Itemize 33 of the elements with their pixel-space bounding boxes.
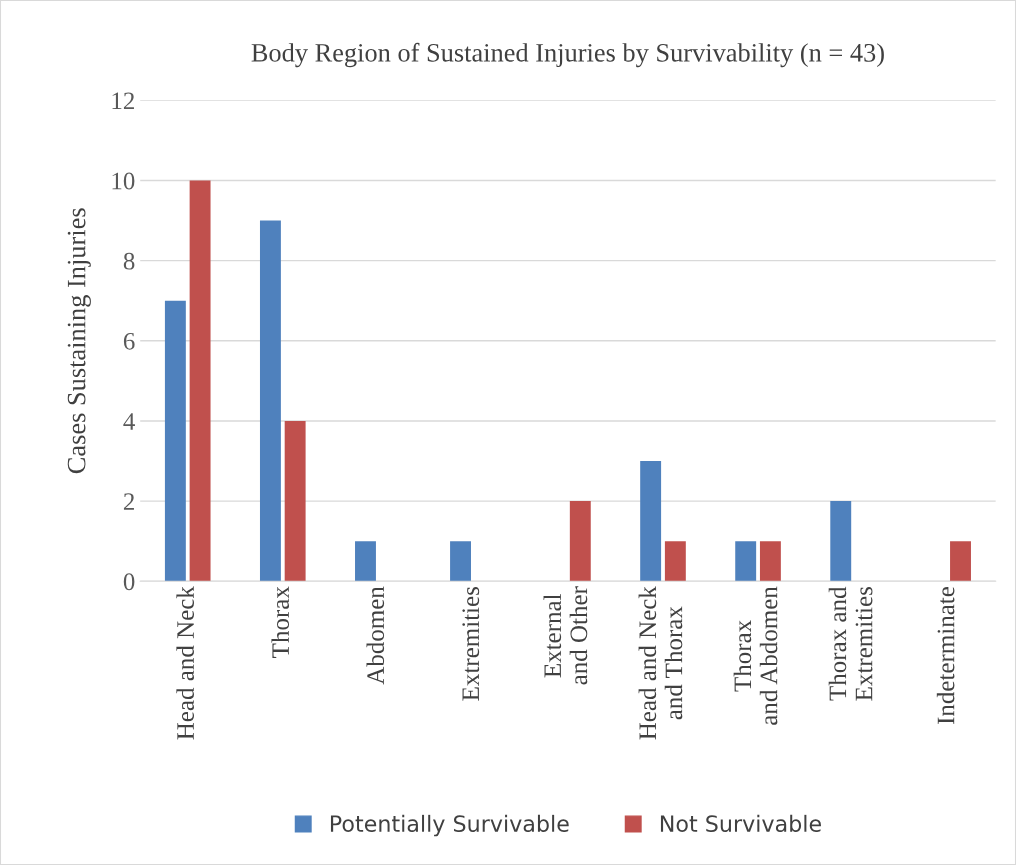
x-tick-label: Head and Neck and Thorax <box>638 586 683 740</box>
bar <box>284 420 306 582</box>
y-tick-label: 4 <box>123 413 135 430</box>
chart-title: Body Region of Sustained Injuries by Survivability (n = 43) <box>251 42 884 68</box>
y-tick-label: 8 <box>123 252 135 270</box>
y-tick-label: 2 <box>123 493 134 510</box>
legend-label: Not Survivable <box>660 814 821 833</box>
x-tick-label: Head and Neck <box>176 586 194 740</box>
x-tick-label: Thorax and Abdomen <box>733 586 778 725</box>
bar <box>735 541 757 582</box>
x-tick-label: Indeterminate <box>936 587 955 725</box>
legend-label: Potentially Survivable <box>330 814 569 837</box>
bar <box>355 541 376 582</box>
y-axis-title: Cases Sustaining Injuries <box>67 208 91 474</box>
x-tick-label: Thorax and Extremities <box>828 586 873 701</box>
x-tick-label: External and Other <box>543 586 588 685</box>
bar <box>640 461 662 582</box>
y-tick-label: 0 <box>123 573 135 591</box>
bar <box>450 541 471 582</box>
bar <box>830 501 852 582</box>
bar <box>664 541 686 582</box>
y-tick-label: 6 <box>123 332 135 350</box>
x-tick-label: Extremities <box>462 587 480 701</box>
x-tick-label: Thorax <box>271 586 290 658</box>
bar <box>259 220 281 582</box>
bar <box>164 300 186 582</box>
bar <box>189 180 211 582</box>
x-tick-label: Abdomen <box>366 586 385 685</box>
y-tick-label: 10 <box>112 172 135 190</box>
bar <box>569 501 591 582</box>
bar <box>759 541 781 582</box>
bar <box>950 541 971 582</box>
y-tick-label: 12 <box>112 92 134 110</box>
